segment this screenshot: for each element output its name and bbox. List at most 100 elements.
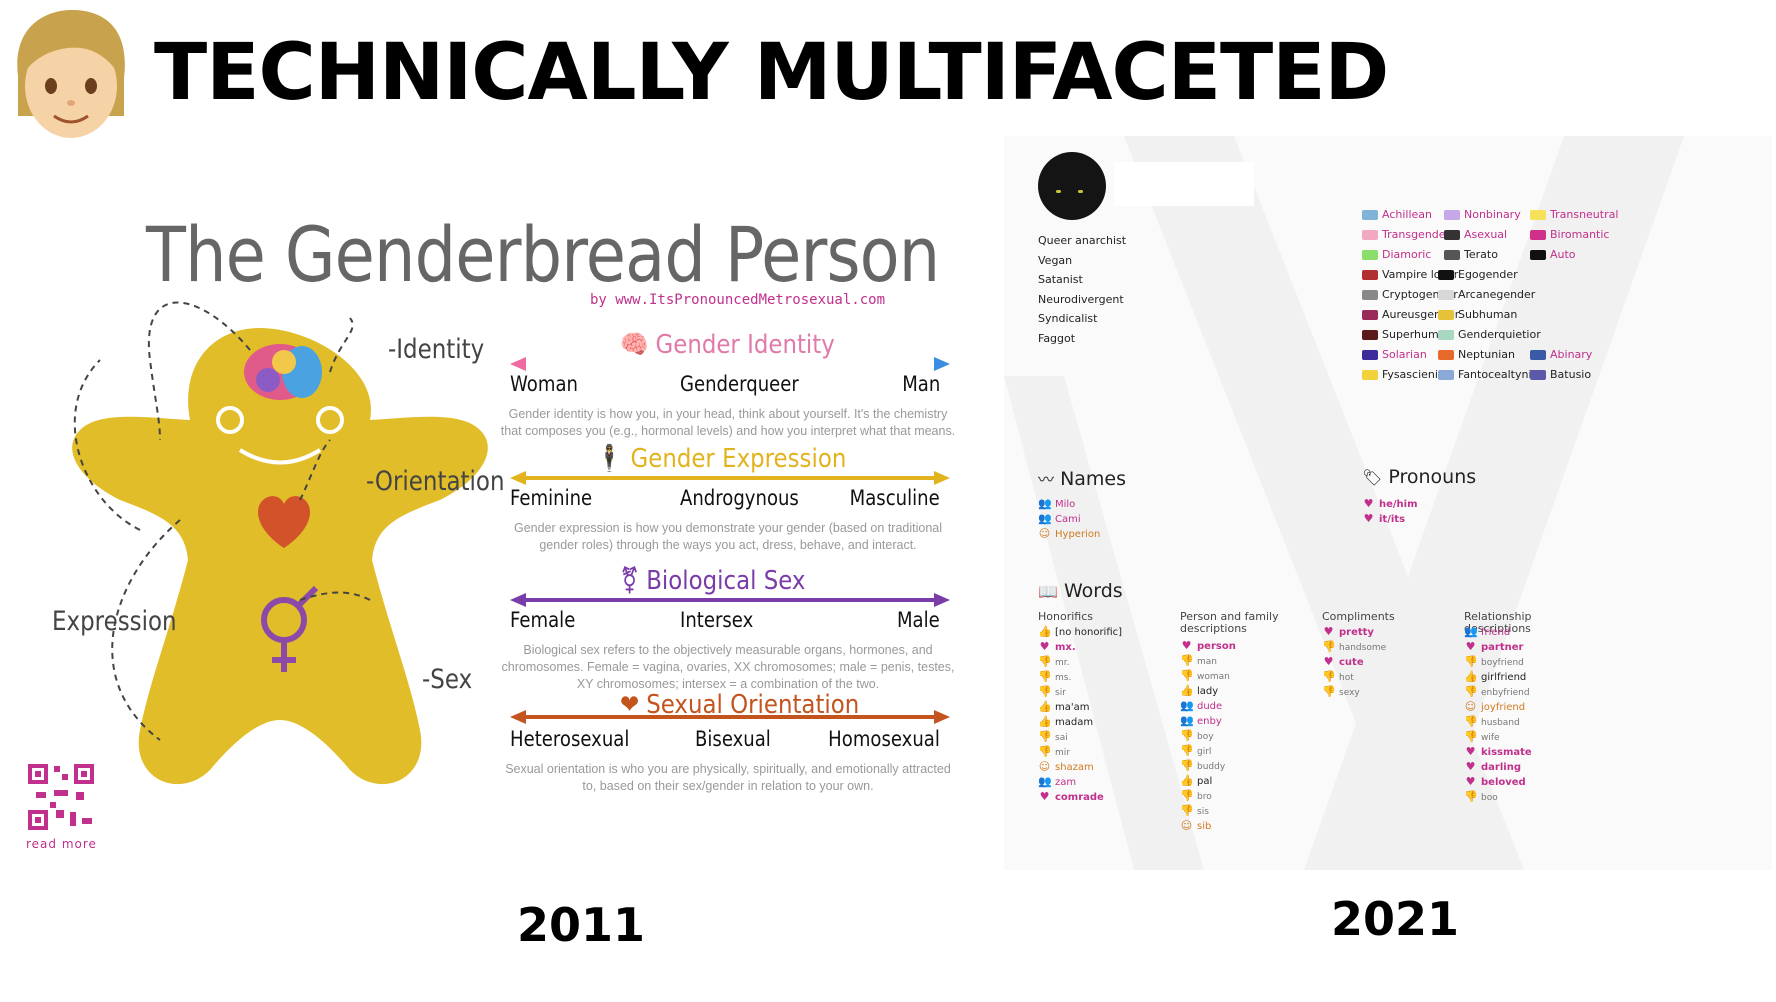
word-item: 👎 sis <box>1180 803 1209 818</box>
word-item: 👍 lady <box>1180 683 1218 698</box>
word-item: 👎 girl <box>1180 743 1211 758</box>
gender-expression-title-text: Gender Expression <box>630 444 847 474</box>
word-label: boo <box>1481 793 1498 803</box>
thumbs-down-icon: 👎 <box>1180 759 1194 772</box>
people-icon: 👥 <box>1038 775 1052 788</box>
flag-label: Terato <box>1464 248 1498 261</box>
flag-item[interactable]: Transneutral <box>1530 208 1618 221</box>
word-label: boy <box>1197 732 1214 742</box>
sexual-orientation-arrow <box>510 710 950 724</box>
flag-item[interactable]: Egogender <box>1438 268 1518 281</box>
flag-item[interactable]: Solarian <box>1362 348 1427 361</box>
heart-icon: ♥ <box>1181 639 1192 652</box>
flag-swatch <box>1444 249 1460 260</box>
word-item: 👍 pal <box>1180 773 1212 788</box>
thumbs-up-icon: 👍 <box>1464 670 1478 683</box>
qr-code[interactable]: read more <box>26 762 98 851</box>
word-label: man <box>1197 657 1217 667</box>
thumbs-down-icon: 👎 <box>1464 685 1478 698</box>
flag-item[interactable]: Asexual <box>1444 228 1507 241</box>
pronoun-label: he/him <box>1379 499 1418 510</box>
people-icon: 👥 <box>1180 699 1194 712</box>
flag-item[interactable]: Fantocealtynian <box>1438 368 1545 381</box>
flag-swatch <box>1530 349 1546 360</box>
bio-item: Queer anarchist <box>1038 234 1127 247</box>
word-label: sis <box>1197 807 1209 817</box>
flag-item[interactable]: Batusio <box>1530 368 1591 381</box>
word-label: girl <box>1197 747 1212 757</box>
flag-item[interactable]: Abinary <box>1530 348 1592 361</box>
biological-sex-right: Male <box>897 608 940 632</box>
flag-swatch <box>1530 209 1546 220</box>
flag-swatch <box>1444 209 1460 220</box>
flag-label: Auto <box>1550 248 1576 261</box>
name-opinion-icon: ☺ <box>1038 527 1051 540</box>
name-opinion-icon: 👥 <box>1038 497 1052 510</box>
word-label: sexy <box>1339 688 1360 698</box>
tag-icon: 🏷 <box>1362 468 1383 487</box>
thumbs-up-icon: 👍 <box>1180 684 1194 697</box>
word-item: ☺ shazam <box>1038 759 1094 774</box>
flag-item[interactable]: Neptunian <box>1438 348 1515 361</box>
thumbs-down-icon: 👎 <box>1464 790 1478 803</box>
word-item: ♥ pretty <box>1322 624 1374 639</box>
smile-icon: ☺ <box>1038 760 1051 773</box>
name-item: 👥 Cami <box>1038 511 1100 526</box>
sexual-orientation-right: Homosexual <box>828 727 940 751</box>
pronoun-item[interactable]: ♥ it/its <box>1362 511 1418 526</box>
flag-item[interactable]: Nonbinary <box>1444 208 1521 221</box>
flag-item[interactable]: Fysascienic <box>1362 368 1444 381</box>
word-item: 👎 boo <box>1464 789 1498 804</box>
year-2021: 2021 <box>1331 892 1460 946</box>
flag-swatch <box>1438 329 1454 340</box>
word-label: beloved <box>1481 777 1526 788</box>
flag-item[interactable]: Terato <box>1444 248 1498 261</box>
flag-item[interactable]: Achillean <box>1362 208 1432 221</box>
thumbs-down-icon: 👎 <box>1180 804 1194 817</box>
word-item: 👎 enbyfriend <box>1464 684 1530 699</box>
flag-label: Transgender <box>1382 228 1451 241</box>
heart-icon: ♥ <box>1039 640 1050 653</box>
word-label: girlfriend <box>1481 672 1527 683</box>
profile-avatar[interactable] <box>1038 152 1106 220</box>
flag-swatch <box>1438 309 1454 320</box>
gender-expression-description: Gender expression is how you demonstrate… <box>513 521 943 552</box>
word-label: buddy <box>1197 762 1226 772</box>
biological-sex-icon: ⚧ <box>620 566 640 596</box>
bio-item: Satanist <box>1038 273 1083 286</box>
word-label: enbyfriend <box>1481 688 1530 698</box>
thumbs-down-icon: 👎 <box>1180 654 1194 667</box>
biological-sex-description: Biological sex refers to the objectively… <box>501 643 955 691</box>
word-label: mir <box>1055 748 1070 758</box>
word-item: 👎 man <box>1180 653 1217 668</box>
flag-item[interactable]: Subhuman <box>1438 308 1517 321</box>
word-item: ♥ comrade <box>1038 789 1104 804</box>
bio-list: Queer anarchist Vegan Satanist Neurodiverge… <box>1038 234 1126 351</box>
word-item: 👎 hot <box>1322 669 1354 684</box>
flag-item[interactable]: Auto <box>1530 248 1576 261</box>
thumbs-down-icon: 👎 <box>1038 670 1052 683</box>
heart-icon: ♥ <box>1363 512 1374 525</box>
flag-item[interactable]: Arcanegender <box>1438 288 1535 301</box>
gender-expression-middle: Androgynous <box>680 486 799 510</box>
flag-item[interactable]: Diamoric <box>1362 248 1431 261</box>
word-item: 👎 sexy <box>1322 684 1360 699</box>
word-item: 👎 buddy <box>1180 758 1225 773</box>
name-label: Cami <box>1055 514 1081 525</box>
flag-item[interactable]: Biromantic <box>1530 228 1609 241</box>
pronoun-item[interactable]: ♥ he/him <box>1362 496 1418 511</box>
flag-label: Asexual <box>1464 228 1508 241</box>
name-item: 👥 Milo <box>1038 496 1100 511</box>
flag-item[interactable]: Genderquietior <box>1438 328 1541 341</box>
flag-item[interactable]: Superhuman <box>1362 328 1452 341</box>
thumbs-up-icon: 👍 <box>1038 715 1052 728</box>
word-item: 👥 friend <box>1464 624 1510 639</box>
people-icon: 👥 <box>1464 625 1478 638</box>
heart-icon <box>258 496 310 548</box>
word-label: boyfriend <box>1481 658 1524 668</box>
flag-label: Fysascienic <box>1382 368 1444 381</box>
person-emoji-icon <box>17 10 125 138</box>
gender-expression-arrow <box>510 471 950 485</box>
flag-item[interactable]: Transgender <box>1362 228 1450 241</box>
name-item: ☺ Hyperion <box>1038 526 1101 541</box>
